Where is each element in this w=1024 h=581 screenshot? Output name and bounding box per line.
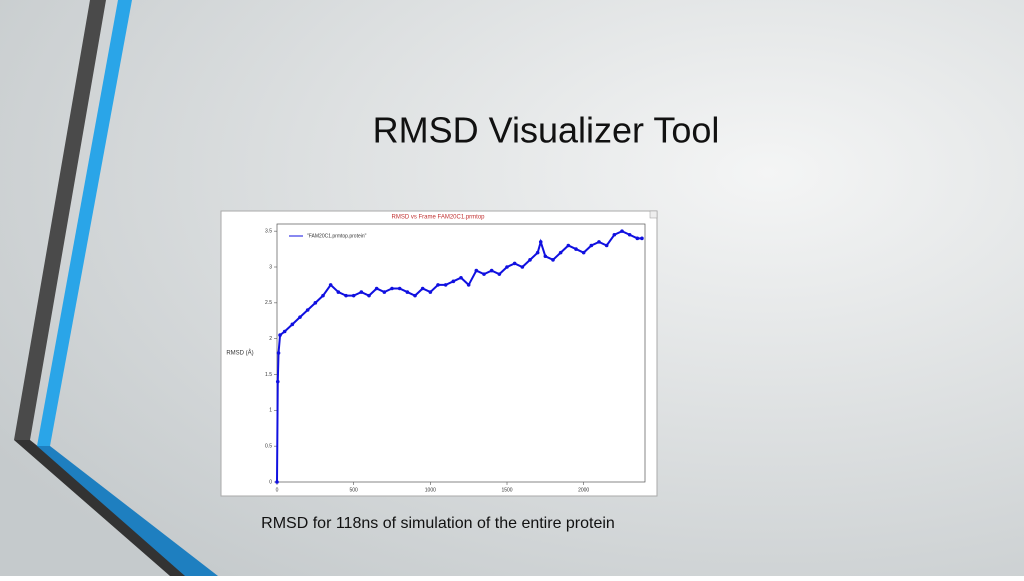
y-tick-label: 1 <box>269 408 272 414</box>
chart-frame <box>220 210 658 497</box>
data-point <box>351 293 356 298</box>
data-point <box>397 286 402 291</box>
data-point <box>528 258 532 262</box>
x-tick-label: 500 <box>349 487 358 493</box>
plot: 0 0.5 1 1.5 2 2.5 3 3.5 0 500 1000 1500 2000 "FAM20C1… <box>265 228 644 493</box>
x-tick-label: 2000 <box>578 487 589 493</box>
data-point <box>298 315 302 319</box>
legend-label: "FAM20C1.prmtop.protein" <box>307 233 367 239</box>
x-tick-label: 1000 <box>425 487 436 493</box>
data-point <box>543 254 548 259</box>
data-point <box>428 290 433 294</box>
data-point <box>321 293 325 298</box>
data-point <box>612 232 617 237</box>
data-point <box>597 240 601 244</box>
stripe <box>37 446 218 576</box>
data-point <box>505 265 509 269</box>
data-point <box>405 290 410 294</box>
y-tick-label: 3.5 <box>265 228 272 234</box>
data-point <box>443 283 448 287</box>
data-point <box>620 229 624 233</box>
data-point <box>489 268 494 273</box>
y-axis-label: RMSD (Å) <box>226 350 253 357</box>
data-point <box>344 293 348 298</box>
chart-title: RMSD vs Frame FAM20C1.prmtop <box>391 215 485 221</box>
data-point <box>390 286 394 291</box>
data-point <box>275 379 280 384</box>
data-point <box>635 236 640 241</box>
data-point <box>305 308 310 312</box>
data-point <box>466 283 471 287</box>
y-tick-label: 0.5 <box>265 443 272 449</box>
data-point <box>566 243 571 248</box>
data-point <box>512 261 517 266</box>
data-point <box>497 272 502 276</box>
data-point <box>604 243 609 248</box>
data-point <box>275 480 279 484</box>
data-point <box>278 333 282 337</box>
stripe <box>14 0 106 440</box>
data-point <box>413 293 417 298</box>
x-tick-label: 1500 <box>501 487 512 493</box>
y-tick-label: 2 <box>269 336 272 342</box>
data-point <box>313 301 318 305</box>
data-point <box>520 265 525 269</box>
data-point <box>382 290 387 294</box>
x-tick-label: 0 <box>276 487 279 493</box>
data-point <box>574 247 578 251</box>
data-point <box>474 268 479 273</box>
data-point <box>436 283 440 287</box>
y-tick-label: 1.5 <box>265 372 272 378</box>
data-point <box>290 322 295 327</box>
data-point <box>374 286 379 291</box>
data-point <box>589 243 594 248</box>
data-point <box>359 290 364 294</box>
data-point <box>420 286 425 291</box>
slide-title: RMSD Visualizer Tool <box>373 110 720 151</box>
data-point <box>581 250 586 255</box>
data-point <box>336 290 341 294</box>
data-point <box>328 283 333 287</box>
y-tick-label: 3 <box>269 264 272 270</box>
data-point <box>282 329 287 334</box>
scroll-button[interactable] <box>649 210 658 219</box>
data-point <box>558 250 563 255</box>
data-point <box>482 272 486 276</box>
data-point <box>535 250 540 255</box>
data-point <box>627 232 632 237</box>
data-point <box>459 275 463 280</box>
data-point <box>451 279 456 284</box>
stripe <box>37 0 132 446</box>
y-tick-label: 0 <box>269 479 272 485</box>
data-point <box>367 293 371 298</box>
data-point <box>538 240 543 244</box>
y-tick-label: 2.5 <box>265 300 272 306</box>
data-point <box>276 351 281 355</box>
data-point <box>551 258 555 262</box>
caption: RMSD for 118ns of simulation of the enti… <box>261 515 615 532</box>
data-point <box>640 236 644 241</box>
